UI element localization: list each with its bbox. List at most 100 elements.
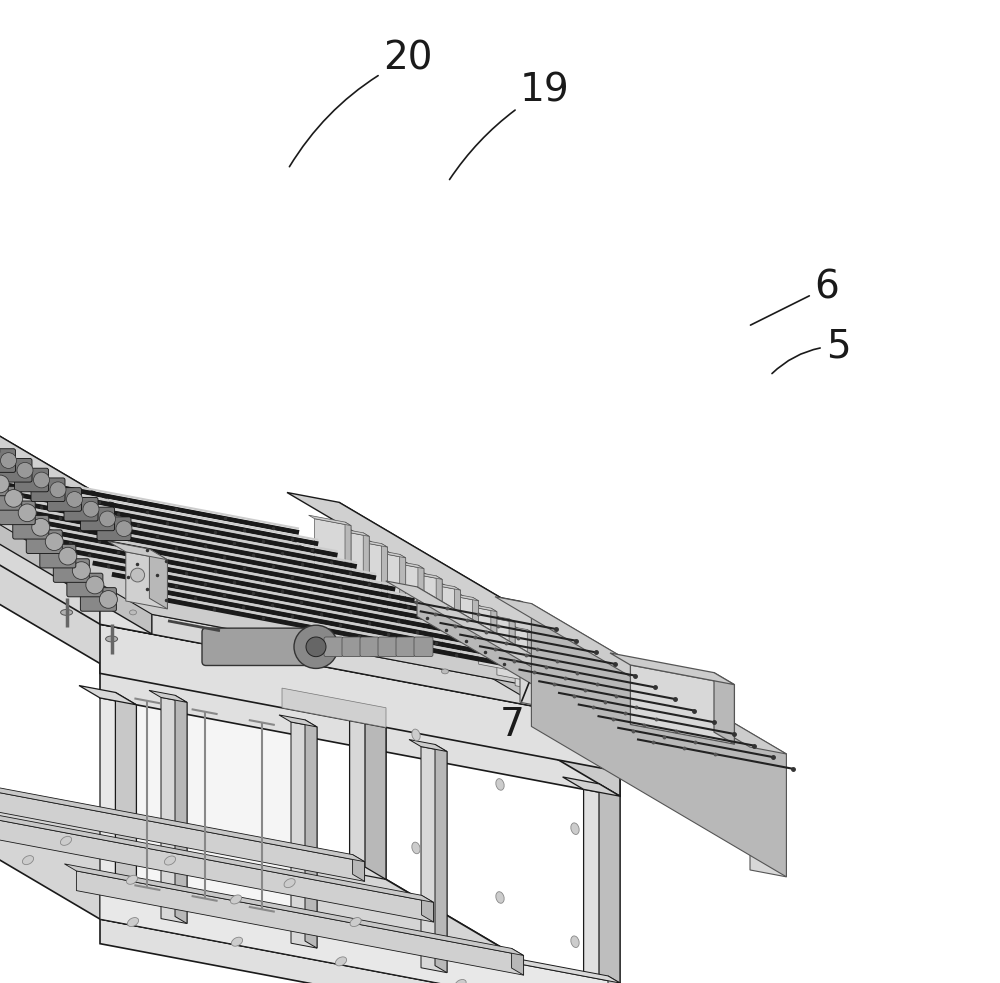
Polygon shape (546, 655, 588, 665)
Polygon shape (512, 949, 524, 975)
Polygon shape (418, 565, 424, 617)
Ellipse shape (262, 605, 270, 609)
Text: 5: 5 (772, 327, 850, 374)
FancyBboxPatch shape (40, 545, 76, 568)
Polygon shape (315, 519, 351, 574)
Polygon shape (0, 818, 434, 922)
Polygon shape (532, 661, 556, 709)
Polygon shape (610, 653, 734, 684)
FancyBboxPatch shape (31, 478, 65, 501)
Polygon shape (531, 604, 786, 877)
Circle shape (34, 472, 50, 488)
Polygon shape (606, 725, 742, 761)
Polygon shape (369, 551, 406, 607)
Ellipse shape (164, 856, 176, 865)
Polygon shape (305, 720, 317, 948)
Circle shape (100, 511, 116, 527)
Ellipse shape (54, 566, 61, 570)
Ellipse shape (126, 875, 138, 885)
Ellipse shape (84, 541, 91, 547)
FancyBboxPatch shape (80, 507, 114, 531)
FancyBboxPatch shape (48, 488, 82, 511)
Polygon shape (388, 561, 424, 617)
Text: 19: 19 (450, 72, 570, 180)
Polygon shape (382, 558, 424, 568)
Ellipse shape (545, 688, 552, 694)
Polygon shape (473, 612, 515, 622)
Polygon shape (0, 464, 542, 688)
Polygon shape (100, 570, 194, 642)
FancyBboxPatch shape (414, 637, 433, 657)
Polygon shape (599, 783, 620, 983)
FancyBboxPatch shape (0, 472, 8, 495)
Text: 6: 6 (750, 268, 839, 325)
Ellipse shape (474, 615, 481, 620)
Polygon shape (563, 777, 620, 796)
Polygon shape (442, 594, 479, 650)
FancyBboxPatch shape (378, 637, 397, 657)
Ellipse shape (231, 937, 243, 947)
Ellipse shape (624, 704, 631, 708)
Polygon shape (641, 731, 672, 767)
Ellipse shape (292, 580, 298, 586)
Polygon shape (100, 698, 136, 926)
Circle shape (86, 576, 104, 594)
Ellipse shape (471, 645, 478, 649)
Circle shape (18, 504, 36, 522)
Polygon shape (88, 878, 620, 983)
FancyBboxPatch shape (342, 637, 361, 657)
Polygon shape (527, 629, 533, 682)
Ellipse shape (338, 650, 344, 655)
Polygon shape (290, 548, 776, 772)
Polygon shape (400, 554, 406, 607)
Polygon shape (329, 639, 386, 659)
Circle shape (59, 548, 77, 565)
Polygon shape (750, 747, 786, 877)
Polygon shape (406, 572, 442, 628)
Polygon shape (491, 622, 533, 633)
FancyBboxPatch shape (0, 487, 22, 510)
Polygon shape (386, 581, 672, 737)
Ellipse shape (234, 630, 241, 635)
Polygon shape (100, 664, 620, 796)
Polygon shape (422, 896, 434, 922)
Polygon shape (584, 789, 620, 983)
Ellipse shape (412, 842, 420, 853)
FancyBboxPatch shape (14, 468, 48, 492)
Polygon shape (100, 624, 776, 801)
Polygon shape (421, 747, 447, 973)
Polygon shape (515, 637, 552, 693)
FancyBboxPatch shape (13, 515, 49, 539)
Circle shape (32, 518, 50, 536)
Polygon shape (570, 704, 706, 739)
Polygon shape (115, 692, 136, 926)
Polygon shape (333, 530, 369, 585)
Polygon shape (365, 646, 386, 880)
Text: 7: 7 (500, 683, 529, 744)
Polygon shape (121, 696, 309, 918)
Polygon shape (175, 695, 187, 924)
Circle shape (45, 533, 63, 550)
FancyBboxPatch shape (97, 517, 131, 541)
Polygon shape (345, 522, 351, 574)
Ellipse shape (455, 979, 466, 983)
Polygon shape (409, 739, 447, 752)
Polygon shape (714, 672, 734, 744)
Polygon shape (446, 577, 776, 801)
Polygon shape (0, 769, 620, 983)
Ellipse shape (284, 879, 295, 888)
FancyBboxPatch shape (202, 628, 310, 665)
FancyBboxPatch shape (26, 530, 62, 553)
Polygon shape (0, 778, 365, 882)
Polygon shape (100, 885, 620, 983)
Polygon shape (546, 640, 552, 693)
Polygon shape (149, 690, 187, 702)
Circle shape (306, 637, 326, 657)
Polygon shape (527, 644, 570, 655)
Polygon shape (381, 544, 387, 596)
Polygon shape (0, 474, 776, 752)
Ellipse shape (188, 560, 194, 566)
Polygon shape (509, 619, 515, 671)
Circle shape (50, 482, 66, 497)
Polygon shape (400, 569, 442, 579)
